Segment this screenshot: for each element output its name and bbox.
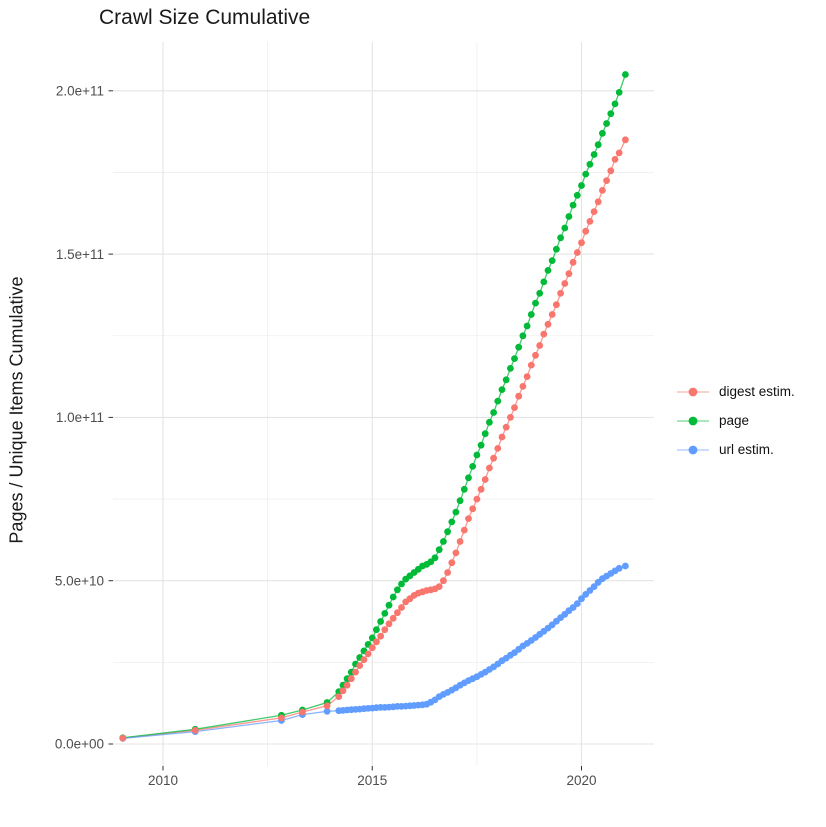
- legend-key-icon: [677, 445, 709, 454]
- x-tick-label: 2015: [357, 773, 387, 788]
- legend-item-page: page: [676, 406, 795, 435]
- legend-label: page: [719, 413, 750, 428]
- y-tick-label: 2.0e+11: [56, 84, 104, 99]
- legend-key-icon: [677, 416, 709, 425]
- series-line-url-estim-: [122, 565, 626, 740]
- y-tick-label: 1.0e+11: [56, 410, 104, 425]
- legend-item-url-estim-: url estim.: [676, 435, 795, 464]
- y-tick-label: 0.0e+00: [55, 737, 104, 752]
- legend-key-icon: [677, 387, 709, 396]
- minor-gridlines: [113, 42, 654, 766]
- y-tick-label: 5.0e+10: [55, 573, 104, 588]
- x-tick-label: 2010: [148, 773, 178, 788]
- series-points-url-estim-: [119, 562, 629, 742]
- y-tick-label: 1.5e+11: [56, 247, 104, 262]
- legend: digest estim. page url estim.: [676, 377, 795, 464]
- x-tick-label: 2020: [566, 773, 596, 788]
- legend-label: digest estim.: [719, 384, 795, 399]
- legend-label: url estim.: [719, 442, 774, 457]
- axis-ticks: [108, 90, 582, 771]
- legend-item-digest-estim-: digest estim.: [676, 377, 795, 406]
- chart-title: Crawl Size Cumulative: [99, 6, 311, 29]
- series-points-digest-estim-: [119, 136, 629, 742]
- major-gridlines: [113, 42, 654, 766]
